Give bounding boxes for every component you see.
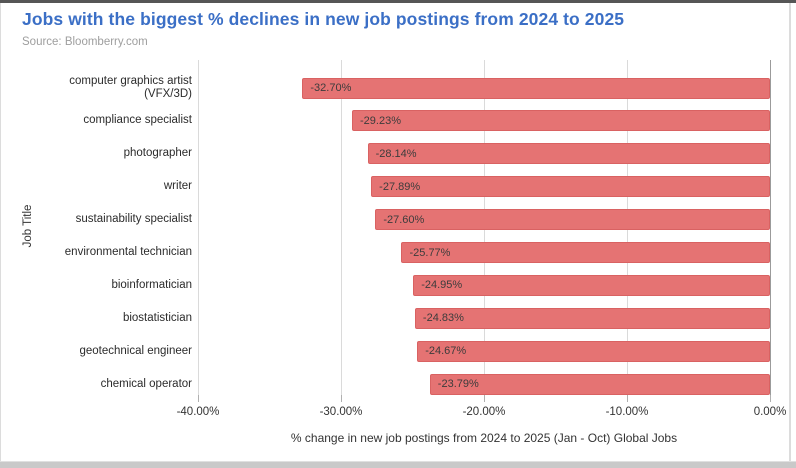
bar-value-label: -24.83% [422, 312, 464, 325]
gridline [340, 60, 342, 395]
x-tick-label: -40.00% [176, 406, 220, 418]
gridline [197, 60, 199, 395]
bar-value-label: -27.89% [379, 180, 421, 193]
bar-value-label: -28.14% [375, 147, 417, 160]
x-tick-mark [340, 395, 342, 402]
bar: -23.79% [429, 373, 770, 395]
bar-value-label: -27.60% [383, 213, 425, 226]
category-label: writer [163, 180, 192, 193]
x-tick-mark [483, 395, 485, 402]
bar: -24.83% [414, 307, 770, 329]
bar-value-label: -25.77% [409, 246, 451, 259]
x-tick-label: 0.00% [753, 406, 787, 418]
x-tick-mark [626, 395, 628, 402]
bar-value-label: -24.67% [425, 345, 467, 358]
y-axis-title: Job Title [22, 204, 34, 248]
bar-value-label: -24.95% [421, 279, 463, 292]
x-axis-title: % change in new job postings from 2024 t… [290, 431, 678, 445]
bar: -24.95% [413, 274, 770, 296]
category-label: chemical operator [100, 377, 192, 390]
chart-title: Jobs with the biggest % declines in new … [22, 9, 625, 29]
bar: -25.77% [401, 242, 770, 263]
x-tick-mark [197, 395, 199, 402]
x-tick-label: -20.00% [462, 406, 506, 418]
left-border [0, 3, 1, 461]
x-tick-mark [769, 395, 771, 402]
bar-value-label: -29.23% [360, 114, 401, 127]
bar: -27.60% [375, 209, 770, 231]
category-label: photographer [123, 147, 192, 160]
top-edge-strip [0, 0, 796, 3]
bar: -28.14% [367, 143, 770, 165]
category-label: computer graphics artist (VFX/3D) [69, 75, 192, 100]
category-label: environmental technician [64, 246, 192, 258]
category-label: geotechnical engineer [79, 344, 192, 357]
chart-source: Source: Bloomberry.com [22, 36, 148, 48]
right-border [789, 3, 791, 461]
bar: -32.70% [302, 77, 770, 99]
bar-value-label: -23.79% [437, 378, 479, 391]
bar: -24.67% [417, 340, 770, 362]
bar: -27.89% [371, 176, 770, 198]
bar: -29.23% [352, 110, 770, 132]
x-tick-label: -10.00% [605, 406, 649, 418]
x-tick-label: -30.00% [319, 406, 363, 418]
category-label: compliance specialist [83, 114, 192, 127]
category-label: sustainability specialist [75, 213, 192, 226]
bottom-edge-strip [0, 461, 796, 468]
category-label: bioinformatician [111, 278, 192, 291]
category-label: biostatistician [122, 311, 192, 324]
zero-gridline [769, 60, 771, 395]
bar-value-label: -32.70% [310, 82, 352, 94]
